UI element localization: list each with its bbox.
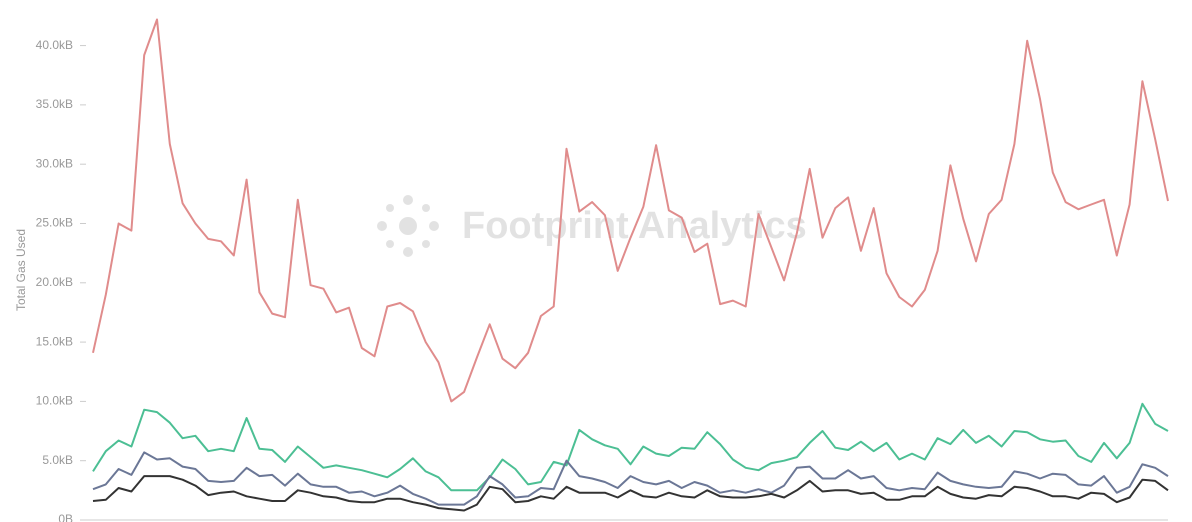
line-series (92, 402, 1169, 492)
watermark-logo (403, 247, 413, 257)
y-tick-label: 35.0kB (36, 97, 73, 111)
y-tick-label: 5.0kB (42, 453, 73, 467)
y-tick-label: 20.0kB (36, 275, 73, 289)
y-tick-label: 30.0kB (36, 156, 73, 170)
y-axis-label: Total Gas Used (14, 229, 28, 311)
y-tick-label: 40.0kB (36, 38, 73, 52)
watermark-logo (399, 217, 417, 235)
y-tick-label: 25.0kB (36, 216, 73, 230)
watermark-logo (403, 195, 413, 205)
line-series (92, 18, 1169, 403)
watermark-logo (386, 240, 394, 248)
watermark-logo (429, 221, 439, 231)
y-tick-label: 10.0kB (36, 394, 73, 408)
watermark-logo (422, 204, 430, 212)
y-tick-label: 0B (58, 512, 73, 522)
watermark-logo (377, 221, 387, 231)
line-series (92, 475, 1169, 512)
watermark-logo (386, 204, 394, 212)
watermark: Footprint Analytics (377, 195, 807, 257)
line-series (92, 451, 1169, 506)
watermark-logo (422, 240, 430, 248)
y-tick-label: 15.0kB (36, 334, 73, 348)
